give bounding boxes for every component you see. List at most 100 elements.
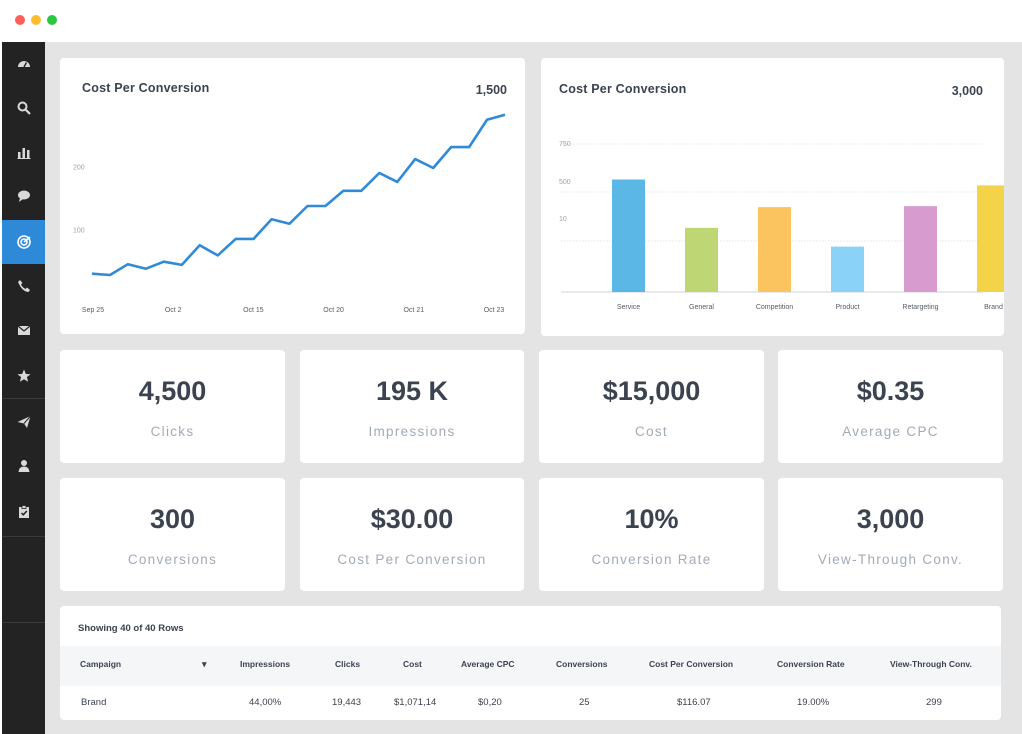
stat-card-cost-per-conversion: $30.00 Cost Per Conversion	[300, 478, 524, 591]
sidebar-item-phone[interactable]	[2, 264, 45, 308]
sidebar-item-target[interactable]	[2, 220, 45, 264]
chat-bubble-icon	[17, 190, 30, 202]
column-header-impressions[interactable]: Impressions	[240, 659, 291, 669]
sidebar-item-dashboard[interactable]	[2, 42, 45, 86]
stat-label: Cost	[635, 424, 668, 439]
stat-card-average-cpc: $0.35 Average CPC	[778, 350, 1003, 463]
column-header-clicks[interactable]: Clicks	[335, 659, 361, 669]
x-tick-label: Oct 20	[323, 307, 344, 314]
table-header	[60, 646, 1001, 686]
bar-general	[685, 227, 718, 292]
sidebar	[2, 42, 45, 734]
x-category-label: Retargeting	[902, 304, 938, 311]
column-header-cost-per-conversion[interactable]: Cost Per Conversion	[649, 659, 734, 669]
stat-value: 300	[149, 504, 196, 534]
sidebar-item-envelope[interactable]	[2, 308, 45, 352]
y-tick-label: 750	[559, 141, 571, 148]
y-tick-label: 10	[559, 216, 567, 223]
main-content: Cost Per Conversion 1,500 100 200 Sep 25 Oc…	[45, 42, 1022, 734]
cell-impressions: 44,00%	[249, 697, 282, 708]
stat-label: Average CPC	[842, 424, 939, 439]
table-caption: Showing 40 of 40 Rows	[78, 623, 184, 634]
x-category-label: Competition	[756, 304, 793, 311]
sidebar-item-search[interactable]	[2, 86, 45, 130]
stat-label: Clicks	[150, 424, 195, 439]
sidebar-divider	[2, 398, 45, 399]
campaign-table: Showing 40 of 40 Rows Campaign ▾ Impress…	[60, 606, 1001, 720]
y-tick-label: 100	[73, 228, 85, 235]
stat-value: $15,000	[602, 376, 701, 406]
x-tick-label: Oct 21	[403, 307, 424, 314]
column-header-view-through-conv[interactable]: View-Through Conv.	[890, 659, 972, 669]
clipboard-check-icon	[18, 505, 29, 518]
cell-conversion-rate: 19.00%	[797, 697, 830, 708]
sidebar-item-bar-chart[interactable]	[2, 130, 45, 174]
stat-card-conversion-rate: 10% Conversion Rate	[539, 478, 764, 591]
bar-retargeting	[904, 206, 937, 292]
bar-brand	[977, 185, 1004, 292]
stat-label: View-Through Conv.	[817, 552, 964, 567]
stat-value: 195 K	[375, 376, 449, 406]
phone-icon	[17, 280, 30, 292]
chart-title: Cost Per Conversion	[82, 81, 210, 95]
minimize-window-button[interactable]	[31, 15, 41, 25]
star-icon	[17, 369, 30, 382]
x-tick-label: Oct 23	[484, 307, 505, 314]
stat-value: 10%	[624, 504, 679, 534]
sidebar-item-user[interactable]	[2, 444, 45, 488]
stat-label: Conversion Rate	[591, 552, 712, 567]
x-category-label: Service	[617, 304, 640, 311]
line-series	[91, 113, 506, 277]
stat-card-impressions: 195 K Impressions	[300, 350, 524, 463]
stat-value: $0.35	[856, 376, 925, 406]
cell-clicks: 19,443	[332, 697, 362, 708]
sidebar-item-star[interactable]	[2, 354, 45, 398]
user-icon	[18, 460, 29, 472]
sidebar-divider	[2, 536, 45, 537]
bar-competition	[758, 207, 791, 292]
stat-label: Impressions	[368, 424, 456, 439]
stat-card-clicks: 4,500 Clicks	[60, 350, 285, 463]
x-tick-label: Oct 2	[165, 307, 182, 314]
y-tick-label: 200	[73, 164, 85, 171]
x-category-label: General	[689, 304, 714, 311]
column-header-average-cpc[interactable]: Average CPC	[461, 659, 515, 669]
title-bar	[0, 0, 1022, 42]
x-tick-label: Sep 25	[82, 307, 104, 314]
column-header-cost[interactable]: Cost	[403, 659, 422, 669]
chart-total: 1,500	[475, 83, 507, 97]
column-header-conversion-rate[interactable]: Conversion Rate	[777, 659, 845, 669]
search-icon	[17, 101, 31, 115]
column-header-campaign[interactable]: Campaign	[80, 659, 122, 669]
line-chart-card: Cost Per Conversion 1,500 100 200 Sep 25 Oc…	[60, 58, 525, 334]
line-chart: 100 200 Sep 25 Oct 2 Oct 15 Oct 20 Oct 21 Oct 2…	[73, 113, 506, 314]
stat-label: Conversions	[127, 552, 218, 567]
dashboard-icon	[17, 61, 30, 68]
envelope-icon	[17, 325, 30, 335]
y-tick-label: 500	[559, 179, 571, 186]
bar-chart-card: Cost Per Conversion 3,000 10 500 750 Servic…	[541, 58, 1004, 336]
sort-chevron-down-icon[interactable]: ▾	[202, 659, 207, 669]
bar-service	[612, 179, 645, 292]
sidebar-item-chat-bubble[interactable]	[2, 174, 45, 218]
target-icon	[16, 235, 31, 249]
x-tick-label: Oct 15	[243, 307, 264, 314]
sidebar-item-paper-plane[interactable]	[2, 400, 45, 444]
cell-cost: $1,071,14	[394, 697, 437, 708]
close-window-button[interactable]	[15, 15, 25, 25]
paper-plane-icon	[17, 415, 31, 428]
bar-chart: 10 500 750 Service General Competition Product…	[559, 141, 1004, 311]
x-category-label: Brand	[984, 304, 1003, 311]
chart-title: Cost Per Conversion	[559, 82, 687, 96]
stat-card-conversions: 300 Conversions	[60, 478, 285, 591]
maximize-window-button[interactable]	[47, 15, 57, 25]
stat-value: $30.00	[370, 504, 454, 534]
x-category-label: Product	[835, 304, 859, 311]
stat-label: Cost Per Conversion	[337, 552, 487, 567]
cell-campaign: Brand	[81, 697, 107, 708]
cell-view-through-conv: 299	[926, 697, 942, 708]
sidebar-item-clipboard-check[interactable]	[2, 490, 45, 534]
stat-card-view-through-conv: 3,000 View-Through Conv.	[778, 478, 1003, 591]
column-header-conversions[interactable]: Conversions	[556, 659, 608, 669]
